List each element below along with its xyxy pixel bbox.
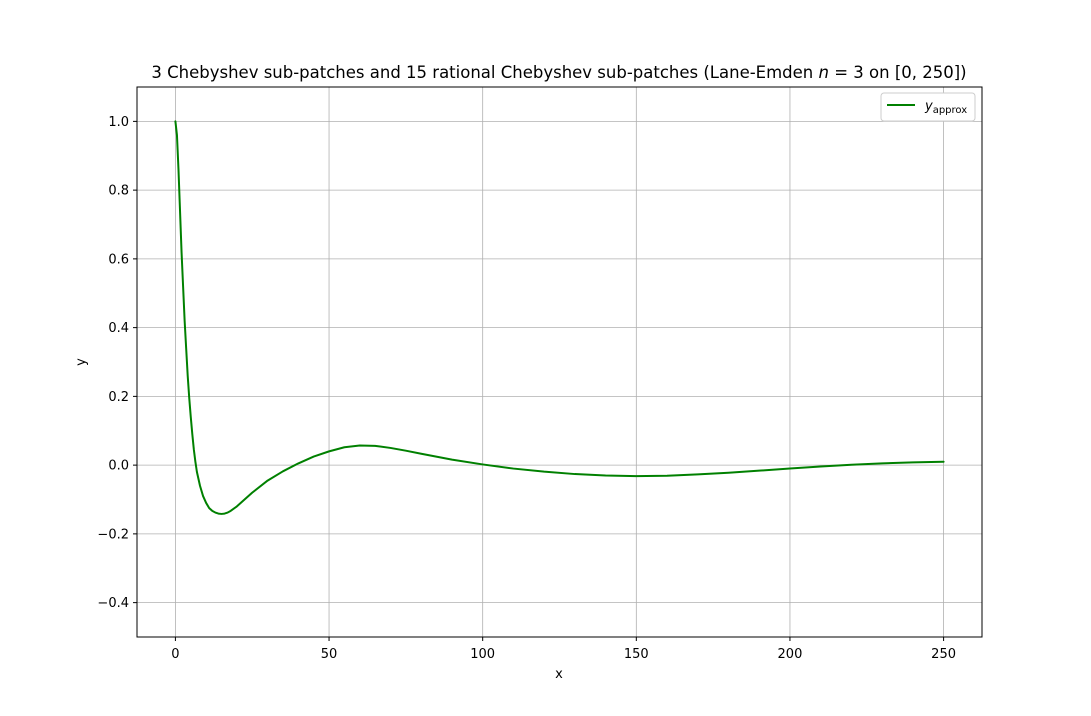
series-line-y_approx [174,120,945,515]
title-suffix: = 3 on [0, 250]) [829,63,967,82]
title-prefix: 3 Chebyshev sub-patches and 15 rational … [151,63,818,82]
legend-label-sub: approx [933,105,968,116]
x-axis-ticks: 0 50 100 150 200 250 [171,637,956,662]
y-tick-label: 1.0 [108,115,129,130]
plot-lines [174,120,945,515]
legend-box [880,92,976,122]
y-tick-label: −0.2 [97,527,129,542]
x-tick-label: 250 [931,647,956,662]
x-tick-label: 100 [470,647,495,662]
y-tick-label: 0.4 [108,321,129,336]
y-tick-label: 0.0 [108,459,129,474]
y-axis-ticks: −0.4 −0.2 0.0 0.2 0.4 0.6 0.8 1.0 [97,115,137,611]
y-tick-label: 0.2 [108,390,129,405]
title-variable-n: n [819,63,829,82]
grid [137,87,982,637]
y-tick-label: 0.6 [108,252,129,267]
x-axis-label: x [555,667,563,682]
legend: yapprox [880,92,976,122]
x-tick-label: 50 [321,647,338,662]
x-tick-label: 200 [778,647,803,662]
y-tick-label: −0.4 [97,596,129,611]
y-axis-label: y [74,358,89,366]
y-tick-label: 0.8 [108,184,129,199]
legend-label-main: y [924,99,933,114]
x-tick-label: 150 [624,647,649,662]
chart-title: 3 Chebyshev sub-patches and 15 rational … [151,63,966,82]
legend-label: yapprox [924,99,967,116]
x-tick-label: 0 [171,647,179,662]
plot-area-frame [136,86,983,638]
